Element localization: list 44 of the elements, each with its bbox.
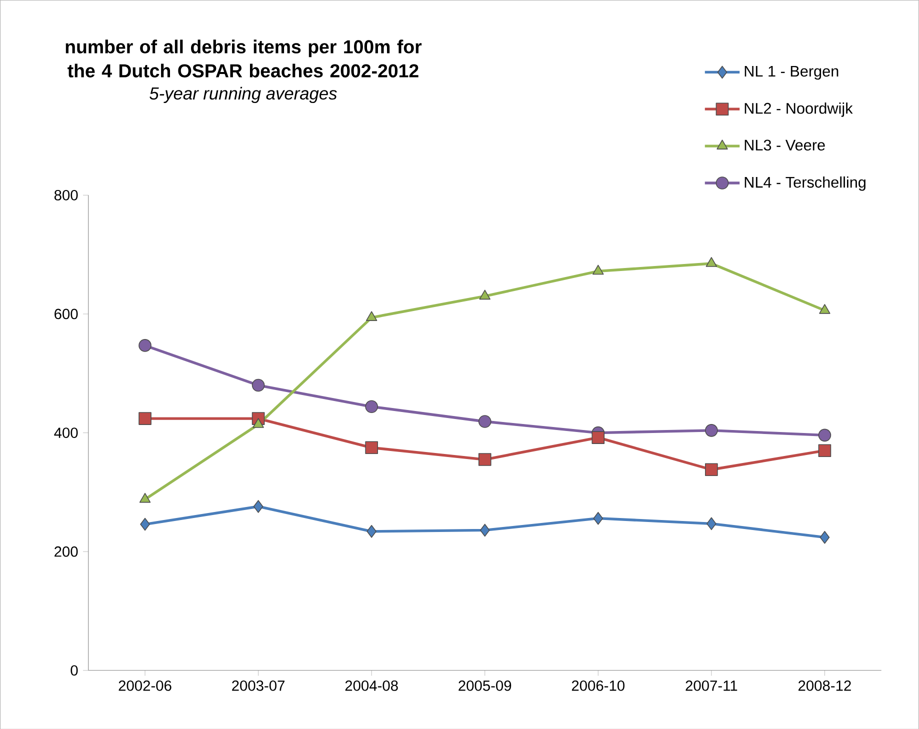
point xyxy=(479,290,490,300)
point xyxy=(705,463,718,476)
x-tick-label: 2006-10 xyxy=(572,680,624,691)
x-tick-label: 2008-12 xyxy=(798,680,851,691)
point xyxy=(252,418,264,428)
x-tick-label: 2002-06 xyxy=(118,680,172,691)
point xyxy=(478,414,492,428)
y-tick-label: 0 xyxy=(70,665,78,676)
x-tick-label: 2007-11 xyxy=(686,680,738,691)
point xyxy=(365,441,378,454)
point xyxy=(138,412,152,425)
y-tick-label: 200 xyxy=(54,546,78,557)
point xyxy=(818,444,832,457)
legend-label: NL2 - Noordwijk xyxy=(744,102,853,117)
point xyxy=(140,518,150,530)
x-tick-label: 2003-07 xyxy=(232,680,284,691)
point xyxy=(253,500,264,513)
point xyxy=(365,400,378,413)
point xyxy=(819,304,830,314)
y-tick-label: 800 xyxy=(54,190,78,200)
point xyxy=(705,424,718,437)
point xyxy=(138,338,152,352)
point xyxy=(139,492,151,503)
point xyxy=(593,512,604,525)
point xyxy=(592,264,604,274)
point xyxy=(592,430,605,444)
y-tick-label: 600 xyxy=(54,308,78,319)
point xyxy=(818,428,832,442)
point xyxy=(706,517,716,530)
chart-subtitle: 5-year running averages xyxy=(150,86,337,103)
legend-label: NL4 - Terschelling xyxy=(744,176,866,191)
x-tick-label: 2004-08 xyxy=(345,680,398,691)
point xyxy=(252,378,265,392)
point xyxy=(706,256,718,267)
legend-label: NL3 - Veere xyxy=(744,139,825,150)
point xyxy=(366,310,378,321)
legend-label: NL 1 - Bergen xyxy=(744,66,838,80)
point xyxy=(478,452,492,466)
chart-title: number of all debris items per 100m for the 4 Dutch OSPAR beaches 2002-2012 xyxy=(66,39,422,78)
point xyxy=(480,524,490,536)
point xyxy=(366,524,376,538)
y-tick-label: 400 xyxy=(54,427,78,438)
x-tick-label: 2005-09 xyxy=(458,680,512,691)
point xyxy=(820,530,830,544)
